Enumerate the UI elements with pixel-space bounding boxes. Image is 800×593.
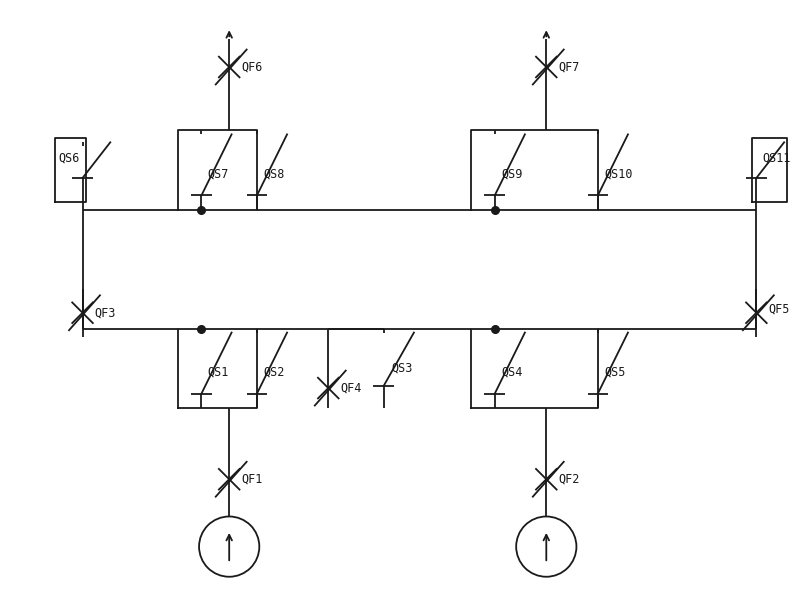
Text: QS7: QS7 xyxy=(208,167,229,180)
Text: QS4: QS4 xyxy=(501,366,522,379)
Text: QS3: QS3 xyxy=(392,362,413,375)
Text: QF6: QF6 xyxy=(241,60,262,74)
Text: QF7: QF7 xyxy=(558,60,579,74)
Text: QF5: QF5 xyxy=(768,302,790,315)
Text: QF4: QF4 xyxy=(340,381,362,394)
Text: QS10: QS10 xyxy=(604,167,633,180)
Text: QF1: QF1 xyxy=(241,473,262,486)
Text: QS9: QS9 xyxy=(501,167,522,180)
Text: QS2: QS2 xyxy=(263,366,285,379)
Text: QF3: QF3 xyxy=(94,306,116,319)
Text: QS8: QS8 xyxy=(263,167,285,180)
Text: QS5: QS5 xyxy=(604,366,626,379)
Text: QS6: QS6 xyxy=(58,152,80,165)
Text: QS11: QS11 xyxy=(762,152,791,165)
Text: QF2: QF2 xyxy=(558,473,579,486)
Text: QS1: QS1 xyxy=(208,366,229,379)
